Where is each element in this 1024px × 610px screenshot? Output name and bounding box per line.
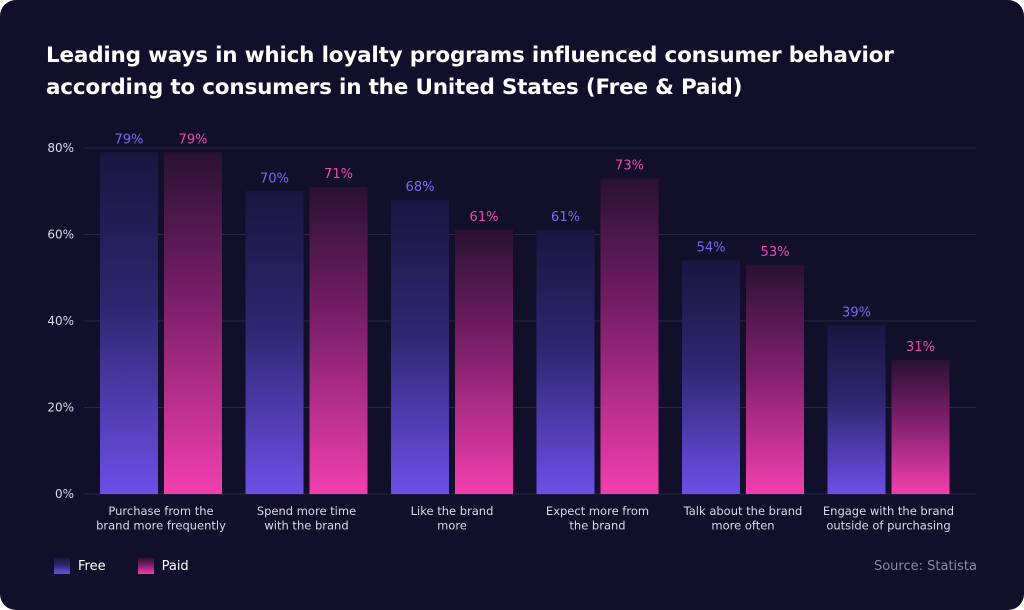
x-tick-label: Like the brand more	[411, 504, 494, 533]
legend-swatch-free	[54, 558, 70, 574]
y-tick-label: 20%	[47, 401, 74, 415]
data-label-paid: 71%	[324, 167, 353, 182]
x-tick-label: Spend more time with the brand	[257, 504, 356, 533]
bar-paid	[455, 230, 513, 495]
bar-paid	[164, 152, 222, 494]
legend-label-free: Free	[78, 558, 106, 574]
chart-title: Leading ways in which loyalty programs i…	[46, 43, 894, 100]
y-tick-label: 40%	[47, 314, 74, 328]
bar-free	[536, 230, 595, 495]
bar-paid	[309, 186, 368, 495]
data-label-paid: 53%	[761, 245, 790, 260]
legend-swatch-paid	[137, 558, 154, 574]
bar-free	[100, 152, 158, 494]
bar-free	[827, 325, 886, 494]
data-label-free: 54%	[697, 240, 726, 255]
x-tick-label: Purchase from the brand more frequently	[96, 504, 226, 533]
data-label-free: 79%	[115, 132, 144, 147]
y-tick-label: 0%	[55, 487, 74, 501]
x-tick-label: Talk about the brand more often	[683, 504, 803, 533]
data-label-paid: 79%	[179, 132, 208, 147]
bar-paid	[891, 359, 950, 494]
data-label-paid: 31%	[906, 340, 935, 355]
y-tick-label: 60%	[47, 228, 74, 242]
bar-free	[391, 199, 449, 494]
chart-legend: Free Paid	[54, 556, 221, 576]
data-label-free: 68%	[406, 180, 435, 195]
y-tick-label: 80%	[47, 141, 74, 155]
legend-label-paid: Paid	[161, 558, 189, 574]
legend-item-free: Free	[54, 558, 106, 574]
bar-paid	[746, 264, 804, 494]
data-label-free: 70%	[260, 171, 289, 186]
data-label-free: 39%	[842, 305, 871, 320]
data-label-free: 61%	[551, 210, 580, 225]
legend-item-paid: Paid	[137, 558, 189, 574]
source-credit: Source: Statista	[873, 559, 977, 574]
data-label-paid: 61%	[470, 210, 499, 225]
bar-paid	[600, 178, 659, 494]
data-label-paid: 73%	[615, 158, 644, 173]
x-tick-label: Engage with the brand outside of purchasi…	[823, 504, 954, 533]
bar-free	[682, 260, 740, 494]
bar-free	[245, 191, 304, 494]
x-tick-label: Expect more from the brand	[546, 504, 649, 533]
